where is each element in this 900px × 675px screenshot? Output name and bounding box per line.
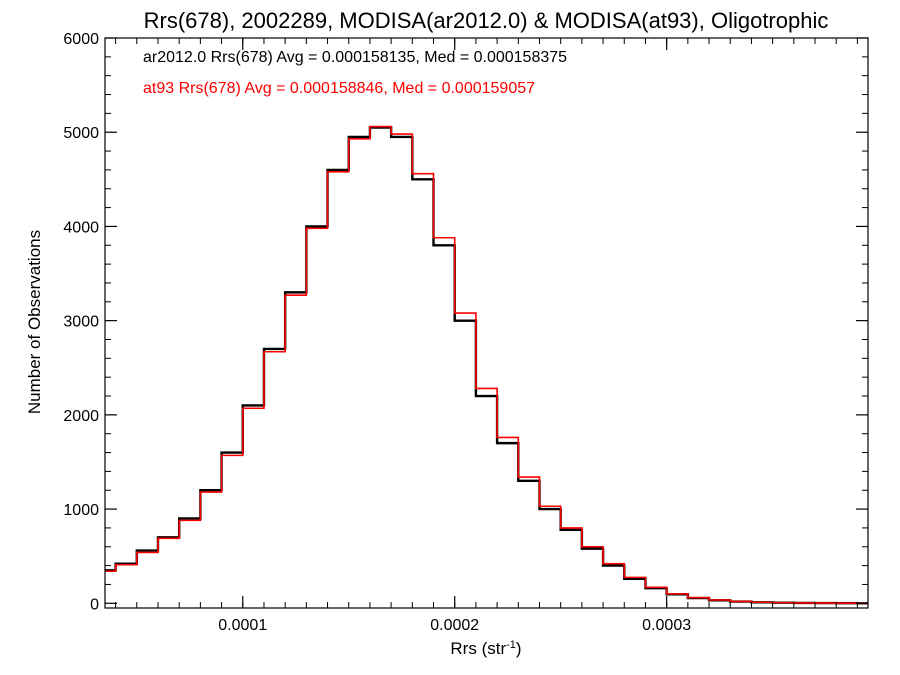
x-axis-label-close: ) xyxy=(516,639,522,658)
plot-frame xyxy=(104,37,869,609)
x-tick-label: 0.0002 xyxy=(430,617,479,634)
y-tick-label: 5000 xyxy=(63,125,99,142)
y-tick-label: 0 xyxy=(90,596,99,613)
y-tick-label: 1000 xyxy=(63,502,99,519)
y-axis-label: Number of Observations xyxy=(25,230,44,414)
y-tick-label: 3000 xyxy=(63,314,99,331)
x-axis-label: Rrs (str-1) xyxy=(450,639,521,658)
legend-entry-at93: at93 Rrs(678) Avg = 0.000158846, Med = 0… xyxy=(143,80,535,97)
y-axis: 0 1000 2000 3000 4000 5000 6000 xyxy=(63,31,868,613)
series-line-ar2012-0 xyxy=(105,126,868,605)
y-tick-label: 6000 xyxy=(63,31,99,48)
x-axis-label-text: Rrs (str xyxy=(450,639,506,658)
x-axis: 0.0001 0.0002 0.0003 xyxy=(115,38,858,634)
y-tick-label: 2000 xyxy=(63,408,99,425)
y-tick-label: 4000 xyxy=(63,219,99,236)
series-layer xyxy=(105,125,868,605)
x-axis-label-exponent: -1 xyxy=(506,639,516,651)
x-tick-label: 0.0001 xyxy=(218,617,267,634)
x-tick-label: 0.0003 xyxy=(642,617,691,634)
chart-title: Rrs(678), 2002289, MODISA(ar2012.0) & MO… xyxy=(144,8,829,33)
series-line-at93 xyxy=(105,125,868,605)
legend-entry-ar2012: ar2012.0 Rrs(678) Avg = 0.000158135, Med… xyxy=(143,49,567,66)
